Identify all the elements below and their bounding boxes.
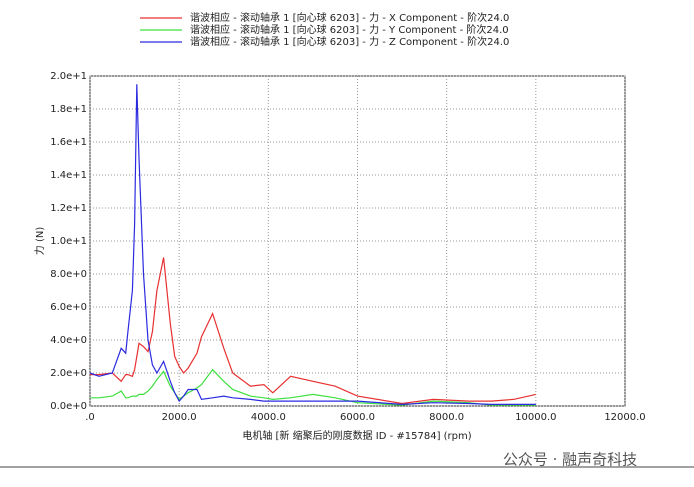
x-tick-label: .0 [85,412,95,423]
legend-label: 谐波相应 - 滚动轴承 1 [向心球 6203] - 力 - Y Compone… [190,23,509,36]
y-tick-label: 4.0e+0 [50,335,87,346]
y-tick-label: 0.0e+0 [50,401,87,412]
y-tick-label: 2.0e+1 [50,71,87,82]
y-tick-label: 8.0e+0 [50,269,87,280]
y-tick-label: 2.0e+0 [50,368,87,379]
watermark: 公众号 · 融声奇科技 [503,451,637,469]
y-tick-label: 6.0e+0 [50,302,87,313]
y-tick-label: 1.4e+1 [50,170,87,181]
x-tick-label: 6000.0 [340,412,375,423]
y-tick-label: 1.2e+1 [50,203,87,214]
x-tick-label: 10000.0 [515,412,556,423]
y-tick-label: 1.8e+1 [50,104,87,115]
series-line [89,84,536,406]
series-line [90,368,536,406]
x-tick-label: 2000.0 [162,412,197,423]
series-line [90,257,536,405]
y-tick-label: 1.0e+1 [50,236,87,247]
x-axis-label: 电机轴 [新 缩聚后的刚度数据 ID - #15784] (rpm) [242,429,471,442]
legend-label: 谐波相应 - 滚动轴承 1 [向心球 6203] - 力 - Z Compone… [190,35,509,48]
y-tick-label: 1.6e+1 [50,137,87,148]
x-tick-label: 8000.0 [429,412,464,423]
x-tick-label: 12000.0 [604,412,645,423]
legend-label: 谐波相应 - 滚动轴承 1 [向心球 6203] - 力 - X Compone… [190,11,509,24]
y-axis-label: 力 (N) [33,227,46,256]
x-tick-label: 4000.0 [251,412,286,423]
